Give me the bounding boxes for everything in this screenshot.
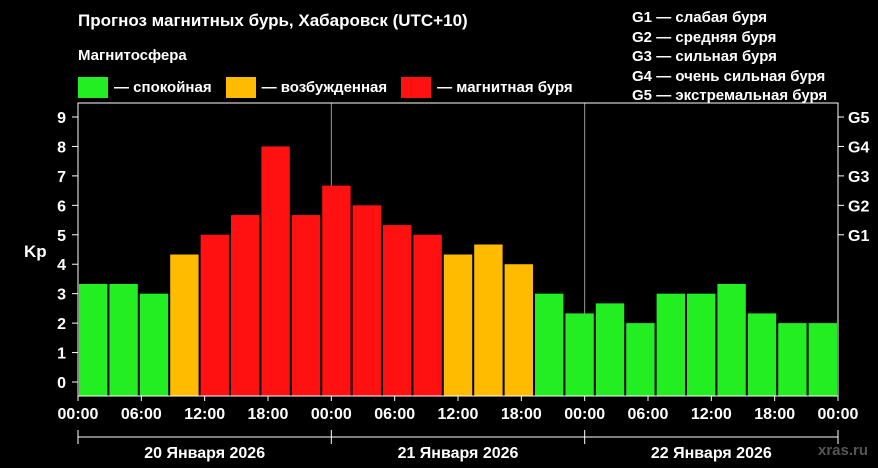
x-tick-label: 18:00: [754, 406, 795, 423]
gscale-label: — сильная буря: [656, 48, 777, 65]
kp-bar: [261, 146, 290, 396]
y-tick-label: 4: [57, 257, 66, 274]
legend-swatch-active: [225, 76, 256, 98]
g-tick-label: G1: [848, 228, 869, 245]
kp-bar: [656, 293, 685, 396]
gscale-label: — экстремальная буря: [656, 87, 828, 104]
gscale-label: — средняя буря: [656, 28, 777, 46]
y-axis-label: Kp: [24, 242, 47, 261]
kp-bar: [626, 323, 655, 396]
day-label: 22 Января 2026: [651, 445, 772, 462]
kp-bar: [322, 185, 351, 396]
gscale-row-g2: G2 — средняя буря: [632, 28, 827, 48]
kp-bar: [291, 215, 321, 396]
kp-bar: [535, 293, 564, 396]
x-tick-label: 00:00: [818, 406, 859, 423]
legend-label-quiet: — спокойная: [114, 78, 212, 96]
x-tick-label: 12:00: [184, 406, 225, 423]
legend-item-quiet: — спокойная: [78, 76, 212, 98]
x-tick-label: 12:00: [438, 406, 479, 423]
gscale-row-g4: G4 — очень сильная буря: [632, 67, 827, 87]
x-tick-label: 00:00: [564, 406, 605, 423]
page-title: Прогноз магнитных бурь, Хабаровск (UTC+1…: [78, 11, 468, 30]
gscale-level: G4: [632, 67, 653, 85]
x-tick-label: 06:00: [121, 406, 162, 423]
gscale-row-g5: G5 — экстремальная буря: [632, 86, 827, 106]
kp-bar: [474, 244, 503, 396]
kp-bar: [231, 215, 260, 396]
gscale-level: G3: [632, 48, 653, 65]
y-tick-label: 2: [57, 316, 66, 333]
x-tick-label: 06:00: [374, 406, 415, 423]
day-label: 20 Января 2026: [144, 445, 265, 462]
day-label: 21 Января 2026: [398, 445, 519, 462]
g-tick-label: G2: [848, 198, 869, 215]
kp-bar: [79, 283, 108, 396]
gscale-level: G2: [632, 28, 653, 46]
legend-title: Магнитосфера: [78, 47, 187, 64]
g-tick-label: G4: [848, 139, 869, 156]
legend: — спокойная — возбужденная — магнитная б…: [78, 76, 587, 98]
g-tick-label: G5: [848, 110, 869, 127]
kp-bar: [504, 264, 533, 396]
gscale-row-g1: G1 — слабая буря: [632, 8, 827, 28]
x-tick-label: 06:00: [628, 406, 669, 423]
x-tick-label: 00:00: [311, 406, 352, 423]
gscale-label: — очень сильная буря: [656, 67, 826, 85]
y-tick-label: 6: [57, 198, 66, 215]
y-tick-label: 0: [57, 375, 66, 392]
kp-bar: [383, 225, 412, 396]
kp-bar: [413, 234, 442, 396]
legend-item-storm: — магнитная буря: [401, 76, 573, 98]
x-tick-label: 00:00: [58, 406, 99, 423]
kp-bar: [170, 254, 199, 396]
kp-bar: [139, 293, 169, 396]
gscale-legend: G1 — слабая буря G2 — средняя буря G3 — …: [632, 8, 827, 106]
kp-bar: [352, 205, 381, 396]
legend-swatch-quiet: [78, 76, 108, 98]
y-tick-label: 9: [57, 110, 66, 127]
g-tick-label: G3: [848, 169, 869, 186]
x-tick-label: 12:00: [691, 406, 732, 423]
kp-bar: [808, 323, 837, 396]
kp-bar: [717, 283, 746, 396]
y-tick-label: 7: [57, 169, 66, 186]
kp-bar: [747, 313, 777, 396]
legend-label-active: — возбужденная: [261, 78, 388, 96]
y-tick-label: 3: [57, 287, 66, 304]
gscale-row-g3: G3 — сильная буря: [632, 47, 827, 67]
legend-item-active: — возбужденная: [225, 76, 388, 98]
kp-bar: [565, 313, 594, 396]
legend-swatch-storm: [401, 76, 432, 98]
y-tick-label: 8: [57, 139, 66, 156]
gscale-level: G5: [632, 87, 653, 104]
kp-bar: [687, 293, 716, 396]
gscale-label: — слабая буря: [656, 9, 768, 26]
y-tick-label: 1: [57, 346, 66, 363]
y-tick-label: 5: [57, 228, 66, 245]
kp-bar: [109, 283, 138, 396]
watermark: xras.ru: [818, 442, 869, 459]
gscale-level: G1: [632, 9, 653, 26]
kp-bar: [595, 303, 625, 396]
kp-bar: [200, 234, 229, 396]
legend-label-storm: — магнитная буря: [437, 78, 573, 96]
kp-bar: [778, 323, 807, 396]
kp-bar: [443, 254, 473, 396]
x-tick-label: 18:00: [248, 406, 289, 423]
x-tick-label: 18:00: [501, 406, 542, 423]
